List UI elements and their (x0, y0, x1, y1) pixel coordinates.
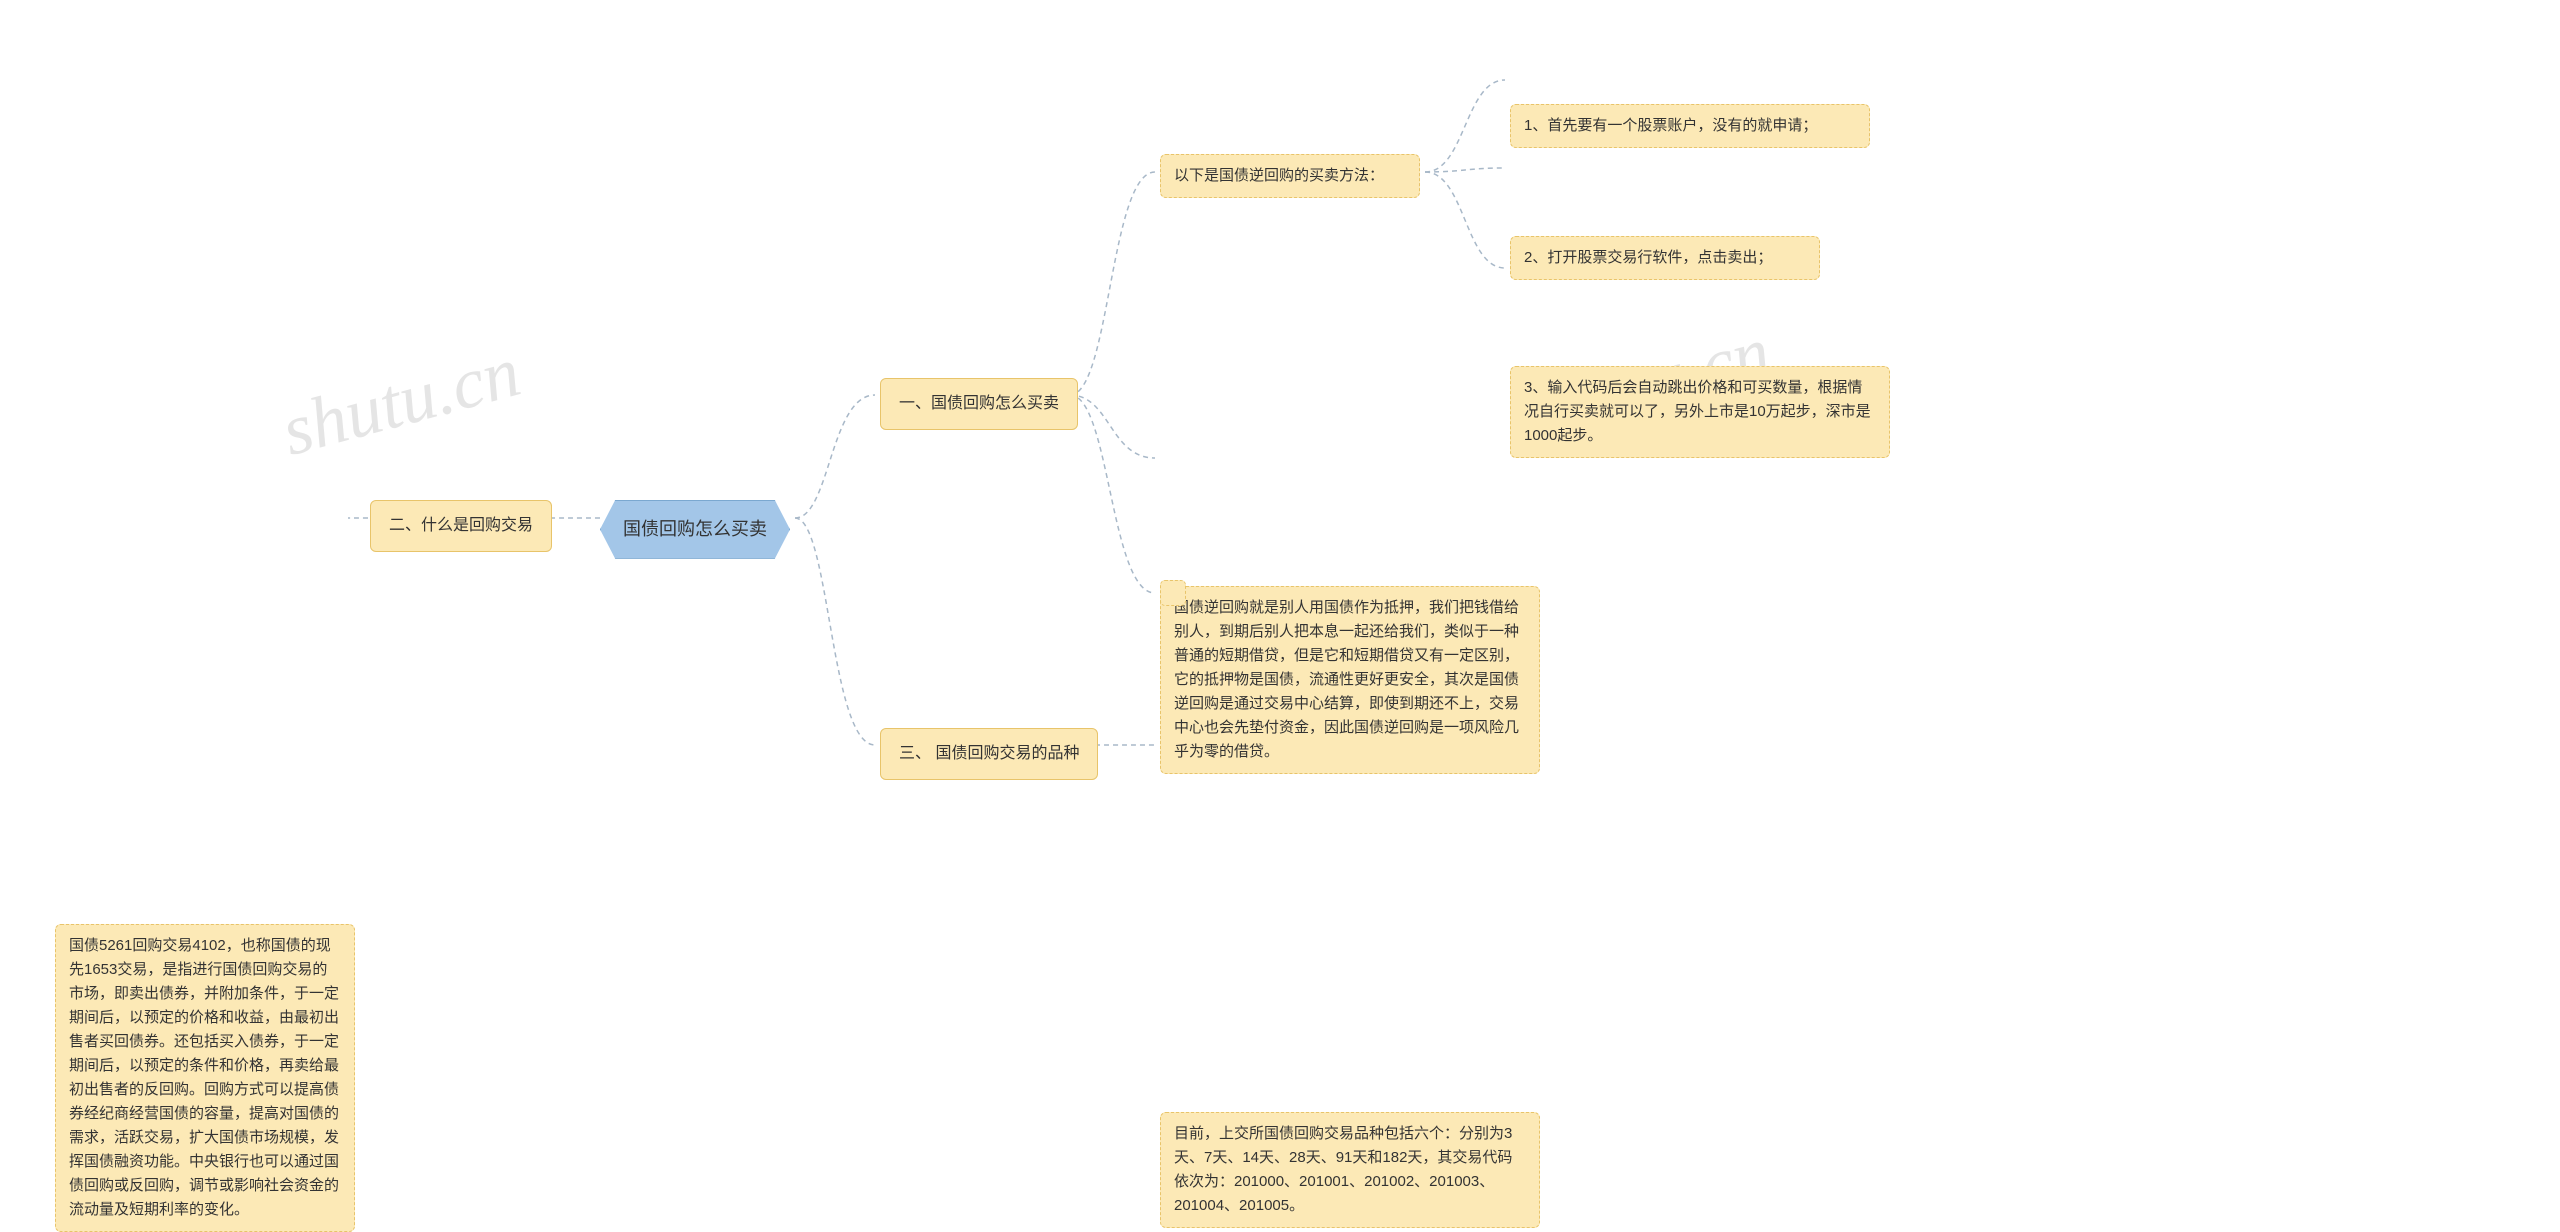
edge (1425, 172, 1505, 268)
leaf-text: 目前，上交所国债回购交易品种包括六个：分别为3天、7天、14天、28天、91天和… (1174, 1125, 1512, 1214)
leaf-b1-desc[interactable]: 国债逆回购就是别人用国债作为抵押，我们把钱借给别人，到期后别人把本息一起还给我们… (1160, 586, 1540, 774)
leaf-text: 以下是国债逆回购的买卖方法： (1174, 167, 1384, 184)
leaf-methods-label[interactable]: 以下是国债逆回购的买卖方法： (1160, 154, 1420, 198)
leaf-b3-desc[interactable]: 目前，上交所国债回购交易品种包括六个：分别为3天、7天、14天、28天、91天和… (1160, 1112, 1540, 1228)
branch-label: 三、 国债回购交易的品种 (899, 745, 1079, 762)
branch-node-2[interactable]: 二、什么是回购交易 (370, 500, 552, 552)
edge (795, 518, 875, 745)
root-node[interactable]: 国债回购怎么买卖 (600, 500, 790, 559)
edge (1070, 395, 1155, 593)
leaf-method-2[interactable]: 2、打开股票交易行软件，点击卖出； (1510, 236, 1820, 280)
root-label: 国债回购怎么买卖 (623, 519, 767, 539)
leaf-text: 3、输入代码后会自动跳出价格和可买数量，根据情况自行买卖就可以了，另外上市是10… (1524, 379, 1871, 444)
leaf-text: 2、打开股票交易行软件，点击卖出； (1524, 249, 1772, 266)
edge (1425, 80, 1505, 172)
leaf-b1-spacer[interactable] (1160, 580, 1186, 606)
edge (795, 395, 875, 518)
branch-label: 一、国债回购怎么买卖 (899, 395, 1059, 412)
leaf-method-1[interactable]: 1、首先要有一个股票账户，没有的就申请； (1510, 104, 1870, 148)
branch-label: 二、什么是回购交易 (389, 517, 533, 534)
branch-node-3[interactable]: 三、 国债回购交易的品种 (880, 728, 1098, 780)
leaf-text: 国债逆回购就是别人用国债作为抵押，我们把钱借给别人，到期后别人把本息一起还给我们… (1174, 599, 1519, 760)
leaf-text: 国债5261回购交易4102，也称国债的现先1653交易，是指进行国债回购交易的… (69, 937, 339, 1218)
branch-node-1[interactable]: 一、国债回购怎么买卖 (880, 378, 1078, 430)
leaf-text: 1、首先要有一个股票账户，没有的就申请； (1524, 117, 1817, 134)
edge (1070, 395, 1155, 458)
edge (1425, 168, 1505, 172)
leaf-b2-desc[interactable]: 国债5261回购交易4102，也称国债的现先1653交易，是指进行国债回购交易的… (55, 924, 355, 1232)
leaf-method-3[interactable]: 3、输入代码后会自动跳出价格和可买数量，根据情况自行买卖就可以了，另外上市是10… (1510, 366, 1890, 458)
edge (1070, 172, 1155, 395)
watermark: shutu.cn (273, 330, 528, 473)
